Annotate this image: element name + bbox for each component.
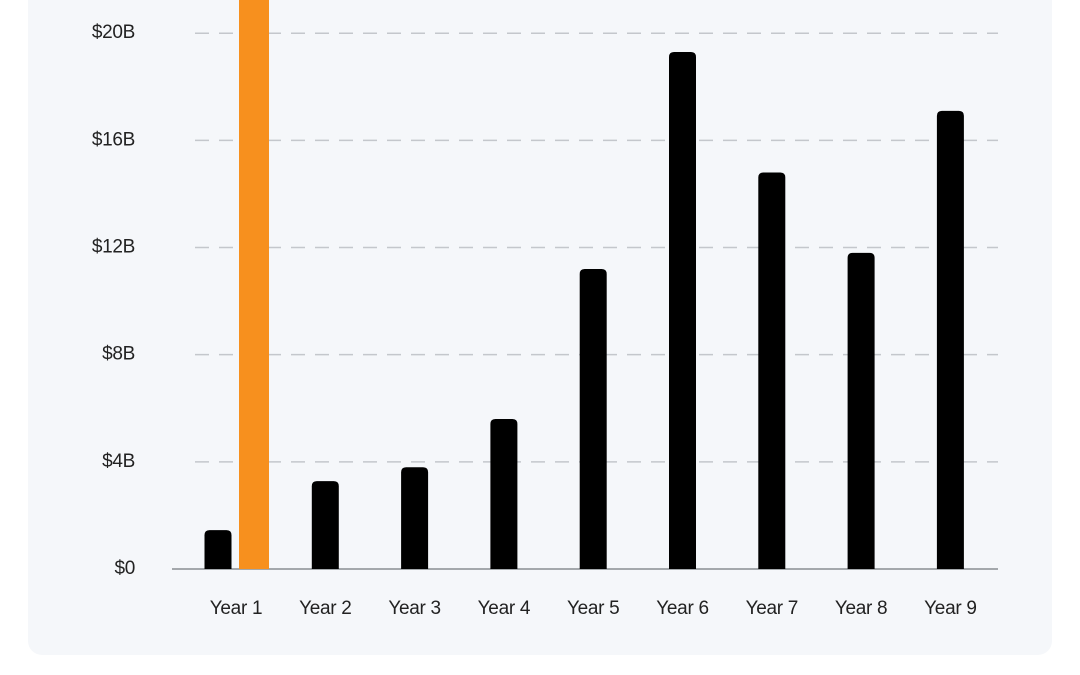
bar [847,252,875,569]
x-tick-label: Year 9 [924,598,976,619]
y-tick-label: $0 [114,558,135,579]
x-tick-label: Year 8 [835,598,887,619]
x-tick-label: Year 3 [388,598,440,619]
x-tick-label: Year 1 [210,598,262,619]
bar [669,51,696,569]
bar [311,481,339,569]
card [28,0,1052,655]
bar [401,467,429,569]
bar [490,418,518,569]
bar [579,268,607,569]
x-tick-label: Year 7 [746,598,798,619]
y-tick-label: $12B [92,237,135,258]
y-tick-label: $20B [92,22,135,43]
bar [758,172,786,569]
y-tick-label: $8B [102,344,135,365]
x-tick-label: Year 5 [567,598,619,619]
x-tick-label: Year 2 [299,598,351,619]
bar [239,0,269,569]
x-tick-label: Year 6 [656,598,708,619]
bar [204,530,232,569]
bar [936,110,964,570]
x-tick-label: Year 4 [478,598,531,619]
y-tick-label: $4B [102,451,135,472]
y-tick-label: $16B [92,129,135,150]
